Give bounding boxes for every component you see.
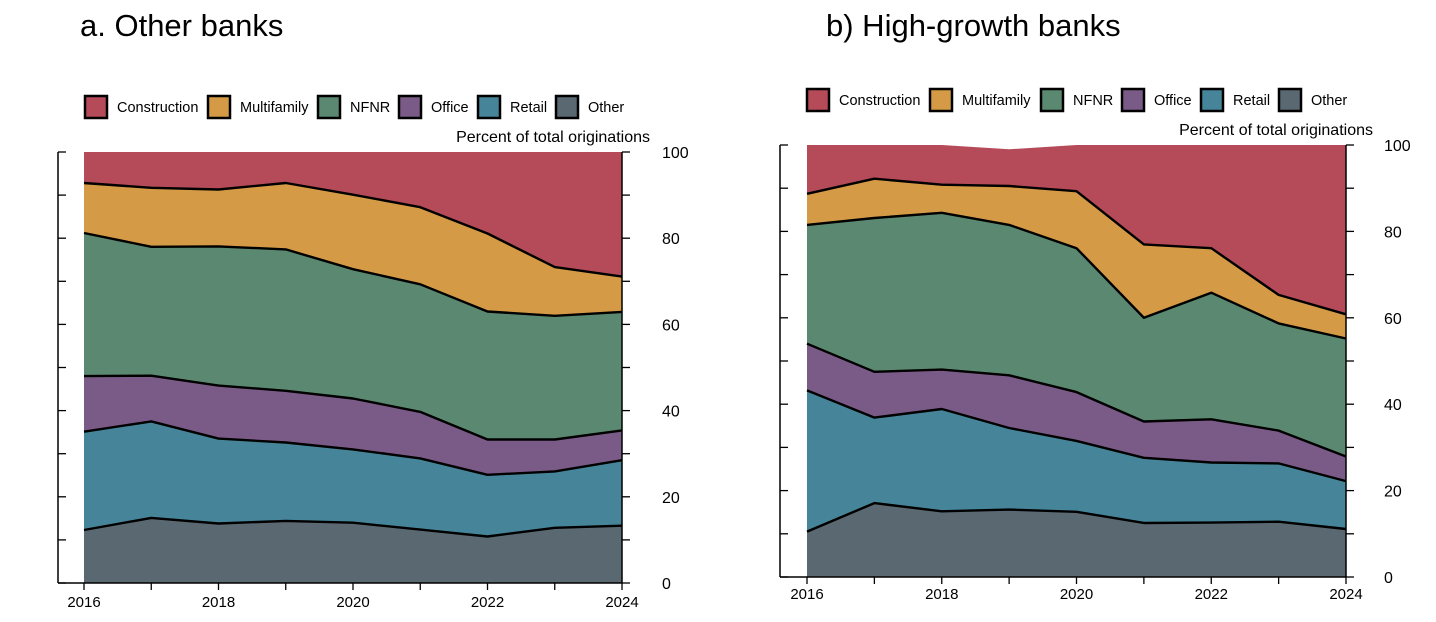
x-tick-label: 2024: [1329, 586, 1362, 603]
legend-swatch-office: [397, 94, 423, 120]
area-other: [84, 517, 622, 583]
legend-swatch-construction: [805, 87, 831, 113]
legend-label-construction: Construction: [117, 100, 198, 116]
legend-swatch-other: [554, 94, 580, 120]
area-multifamily: [84, 183, 622, 316]
panel-a-title: a. Other banks: [80, 8, 284, 43]
area-nfnr: [807, 212, 1346, 457]
area-office: [84, 375, 622, 475]
boundary-line-other: [806, 501, 1347, 533]
boundary-line-retail: [83, 420, 623, 476]
legend-label-office: Office: [431, 100, 469, 116]
y-tick-label: 40: [662, 404, 680, 421]
y-tick-label: 0: [662, 576, 671, 593]
axis-note: Percent of total originations: [1179, 122, 1373, 139]
boundary-line-office: [83, 374, 623, 441]
x-tick-label: 2022: [1195, 586, 1228, 603]
boundary-line-multifamily: [83, 181, 623, 278]
boundary-line-nfnr: [83, 231, 623, 317]
axis-note: Percent of total originations: [456, 129, 650, 146]
legend-label-nfnr: NFNR: [350, 100, 390, 116]
legend-swatch-other: [1277, 87, 1303, 113]
legend-label-construction: Construction: [839, 93, 920, 109]
y-tick-label: 80: [1384, 224, 1402, 241]
legend-label-other: Other: [588, 100, 624, 116]
y-tick-label: 60: [1384, 311, 1402, 328]
x-tick-label: 2016: [790, 586, 823, 603]
legend-label-retail: Retail: [1233, 93, 1270, 109]
x-tick-label: 2022: [471, 594, 504, 611]
legend-label-multifamily: Multifamily: [240, 100, 309, 116]
panel-a-chart: 0 20 40 60 80 100 2016 2018 2020 2022 2024 Percent …: [57, 94, 689, 611]
legend-swatch-office: [1120, 87, 1146, 113]
legend-label-retail: Retail: [510, 100, 547, 116]
area-retail: [84, 421, 622, 537]
legend-swatch-retail: [476, 94, 502, 120]
x-tick-label: 2018: [925, 586, 958, 603]
area-multifamily: [807, 178, 1346, 339]
legend-swatch-construction: [83, 94, 109, 120]
area-retail: [807, 390, 1346, 532]
area-construction: [807, 145, 1346, 315]
x-tick-label: 2016: [67, 594, 100, 611]
y-tick-label: 60: [662, 317, 680, 334]
y-tick-label: 100: [1384, 138, 1411, 155]
panel-b-chart: 0 20 40 60 80 100 2016 2018 2020 2022 2024 Percent …: [779, 87, 1411, 603]
panel-b-title: b) High-growth banks: [826, 8, 1121, 43]
area-nfnr: [84, 233, 622, 440]
boundary-line-nfnr: [806, 211, 1347, 340]
y-tick-label: 20: [1384, 484, 1402, 501]
legend-label-multifamily: Multifamily: [962, 93, 1031, 109]
boundary-line-retail: [806, 389, 1347, 483]
area-construction: [84, 152, 622, 277]
legend-swatch-multifamily: [206, 94, 232, 120]
area-office: [807, 343, 1346, 482]
legend-swatch-nfnr: [316, 94, 342, 120]
boundary-line-multifamily: [806, 177, 1347, 316]
area-other: [807, 503, 1346, 577]
legend-swatch-multifamily: [928, 87, 954, 113]
y-tick-label: 80: [662, 231, 680, 248]
y-tick-label: 100: [662, 145, 689, 162]
boundary-line-office: [806, 342, 1347, 458]
y-tick-label: 20: [662, 490, 680, 507]
legend-swatch-retail: [1199, 87, 1225, 113]
boundary-line-other: [83, 516, 623, 538]
legend-swatch-nfnr: [1039, 87, 1065, 113]
legend-label-nfnr: NFNR: [1073, 93, 1113, 109]
x-tick-label: 2020: [336, 594, 369, 611]
legend-label-other: Other: [1311, 93, 1347, 109]
legend-label-office: Office: [1154, 93, 1192, 109]
y-tick-label: 0: [1384, 570, 1393, 587]
x-tick-label: 2018: [202, 594, 235, 611]
x-tick-label: 2024: [605, 594, 638, 611]
x-tick-label: 2020: [1060, 586, 1093, 603]
y-tick-label: 40: [1384, 397, 1402, 414]
